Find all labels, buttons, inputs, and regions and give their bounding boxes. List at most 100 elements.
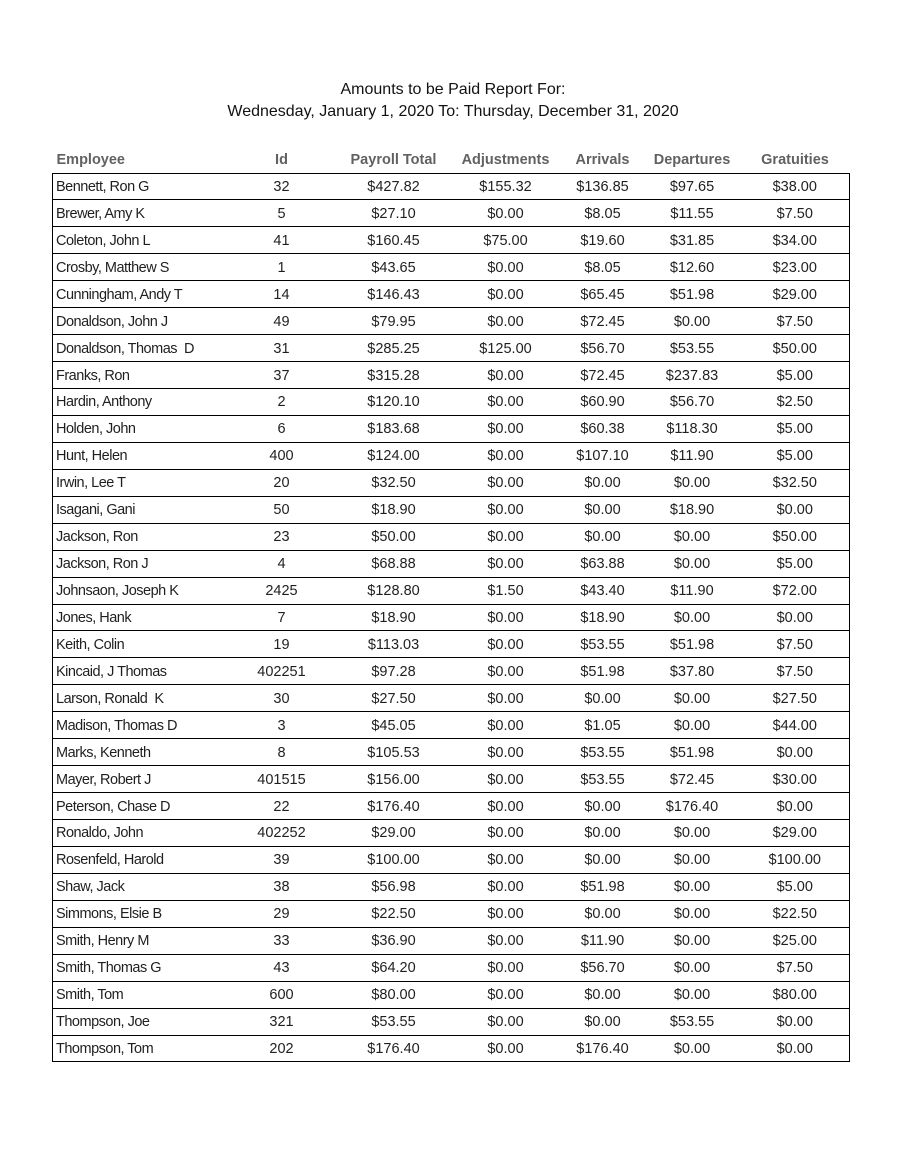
table-row: Thompson, Tom 202 $176.40 $0.00 $176.40 $0.00… <box>52 1034 850 1063</box>
cell-payroll: $128.80 <box>337 576 450 605</box>
cell-arrivals: $0.00 <box>561 980 644 1009</box>
report-title: Amounts to be Paid Report For: Wednesday… <box>0 79 906 123</box>
cell-payroll: $176.40 <box>337 792 450 820</box>
cell-employee: Franks, Ron <box>52 361 226 389</box>
cell-id: 7 <box>225 603 338 632</box>
cell-arrivals: $0.00 <box>561 819 644 847</box>
table-row: Irwin, Lee T 20 $32.50 $0.00 $0.00 $0.00 $32.5… <box>52 468 850 497</box>
table-row: Donaldson, John J 49 $79.95 $0.00 $72.45 $0.0… <box>52 307 850 336</box>
cell-departures: $53.55 <box>643 334 741 363</box>
cell-id: 4 <box>225 549 338 578</box>
cell-departures: $0.00 <box>643 684 741 713</box>
cell-payroll: $29.00 <box>337 819 450 847</box>
cell-adjustments: $0.00 <box>449 953 562 982</box>
cell-arrivals: $136.85 <box>561 172 644 201</box>
cell-employee: Rosenfeld, Harold <box>52 845 226 874</box>
cell-arrivals: $0.00 <box>561 495 644 524</box>
cell-id: 8 <box>225 738 338 767</box>
cell-adjustments: $0.00 <box>449 711 562 740</box>
table-row: Jones, Hank 7 $18.90 $0.00 $18.90 $0.00 $0.00 <box>52 603 850 632</box>
cell-id: 22 <box>225 792 338 820</box>
cell-adjustments: $0.00 <box>449 684 562 713</box>
column-header-departures: Departures <box>653 152 731 169</box>
table-row: Crosby, Matthew S 1 $43.65 $0.00 $8.05 $12.60… <box>52 253 850 282</box>
cell-payroll: $18.90 <box>337 495 450 524</box>
cell-id: 32 <box>225 172 338 201</box>
cell-employee: Jones, Hank <box>52 603 226 632</box>
cell-adjustments: $0.00 <box>449 414 562 443</box>
cell-adjustments: $0.00 <box>449 926 562 955</box>
cell-payroll: $80.00 <box>337 980 450 1009</box>
cell-id: 600 <box>225 980 338 1009</box>
cell-departures: $0.00 <box>643 307 741 336</box>
table-row: Peterson, Chase D 22 $176.40 $0.00 $0.00 $176… <box>52 792 850 820</box>
cell-gratuities: $25.00 <box>740 926 850 955</box>
cell-gratuities: $0.00 <box>740 1007 850 1036</box>
cell-gratuities: $7.50 <box>740 630 850 659</box>
cell-departures: $56.70 <box>643 388 741 416</box>
cell-adjustments: $0.00 <box>449 522 562 551</box>
cell-adjustments: $0.00 <box>449 1034 562 1063</box>
cell-payroll: $32.50 <box>337 468 450 497</box>
cell-id: 39 <box>225 845 338 874</box>
table-row: Shaw, Jack 38 $56.98 $0.00 $51.98 $0.00 $5.00 <box>52 872 850 901</box>
cell-payroll: $176.40 <box>337 1034 450 1063</box>
cell-employee: Marks, Kenneth <box>52 738 226 767</box>
table-row: Donaldson, Thomas D 31 $285.25 $125.00 $56.7… <box>52 334 850 363</box>
cell-arrivals: $56.70 <box>561 953 644 982</box>
cell-gratuities: $72.00 <box>740 576 850 605</box>
cell-adjustments: $0.00 <box>449 307 562 336</box>
cell-arrivals: $0.00 <box>561 899 644 928</box>
cell-employee: Hardin, Anthony <box>52 388 226 416</box>
cell-gratuities: $0.00 <box>740 1034 850 1063</box>
cell-payroll: $56.98 <box>337 872 450 901</box>
cell-employee: Coleton, John L <box>52 226 226 255</box>
cell-id: 2 <box>225 388 338 416</box>
cell-departures: $0.00 <box>643 522 741 551</box>
cell-id: 202 <box>225 1034 338 1063</box>
report-title-line2: Wednesday, January 1, 2020 To: Thursday,… <box>227 102 679 120</box>
column-header-employee: Employee <box>56 152 126 169</box>
cell-id: 321 <box>225 1007 338 1036</box>
cell-employee: Keith, Colin <box>52 630 226 659</box>
cell-employee: Cunningham, Andy T <box>52 280 226 309</box>
cell-adjustments: $0.00 <box>449 468 562 497</box>
cell-id: 41 <box>225 226 338 255</box>
cell-adjustments: $75.00 <box>449 226 562 255</box>
cell-employee: Smith, Henry M <box>52 926 226 955</box>
column-header-arrivals: Arrivals <box>575 152 630 169</box>
cell-adjustments: $0.00 <box>449 872 562 901</box>
cell-departures: $118.30 <box>643 414 741 443</box>
cell-employee: Mayer, Robert J <box>52 765 226 794</box>
cell-adjustments: $0.00 <box>449 1007 562 1036</box>
cell-employee: Thompson, Joe <box>52 1007 226 1036</box>
table-row: Madison, Thomas D 3 $45.05 $0.00 $1.05 $0.00 $… <box>52 711 850 740</box>
cell-arrivals: $56.70 <box>561 334 644 363</box>
column-header-adjustments: Adjustments <box>461 152 550 169</box>
cell-adjustments: $0.00 <box>449 630 562 659</box>
table-row: Isagani, Gani 50 $18.90 $0.00 $0.00 $18.90 $0.… <box>52 495 850 524</box>
cell-departures: $11.90 <box>643 576 741 605</box>
cell-departures: $11.55 <box>643 199 741 228</box>
cell-payroll: $68.88 <box>337 549 450 578</box>
cell-payroll: $105.53 <box>337 738 450 767</box>
cell-gratuities: $7.50 <box>740 657 850 686</box>
cell-id: 3 <box>225 711 338 740</box>
cell-payroll: $285.25 <box>337 334 450 363</box>
cell-id: 30 <box>225 684 338 713</box>
table-row: Smith, Henry M 33 $36.90 $0.00 $11.90 $0.00 $2… <box>52 926 850 955</box>
table-row: Franks, Ron 37 $315.28 $0.00 $72.45 $237.83 $5… <box>52 361 850 389</box>
cell-arrivals: $72.45 <box>561 307 644 336</box>
table-row: Kincaid, J Thomas 402251 $97.28 $0.00 $51.98… <box>52 657 850 686</box>
cell-gratuities: $44.00 <box>740 711 850 740</box>
cell-adjustments: $0.00 <box>449 819 562 847</box>
cell-gratuities: $38.00 <box>740 172 850 201</box>
cell-payroll: $427.82 <box>337 172 450 201</box>
table-row: Coleton, John L 41 $160.45 $75.00 $19.60 $31.… <box>52 226 850 255</box>
table-row: Simmons, Elsie B 29 $22.50 $0.00 $0.00 $0.00 $… <box>52 899 850 928</box>
cell-arrivals: $0.00 <box>561 845 644 874</box>
cell-gratuities: $7.50 <box>740 953 850 982</box>
cell-gratuities: $50.00 <box>740 334 850 363</box>
table-row: Bennett, Ron G 32 $427.82 $155.32 $136.85 $97… <box>52 172 850 201</box>
cell-arrivals: $1.05 <box>561 711 644 740</box>
